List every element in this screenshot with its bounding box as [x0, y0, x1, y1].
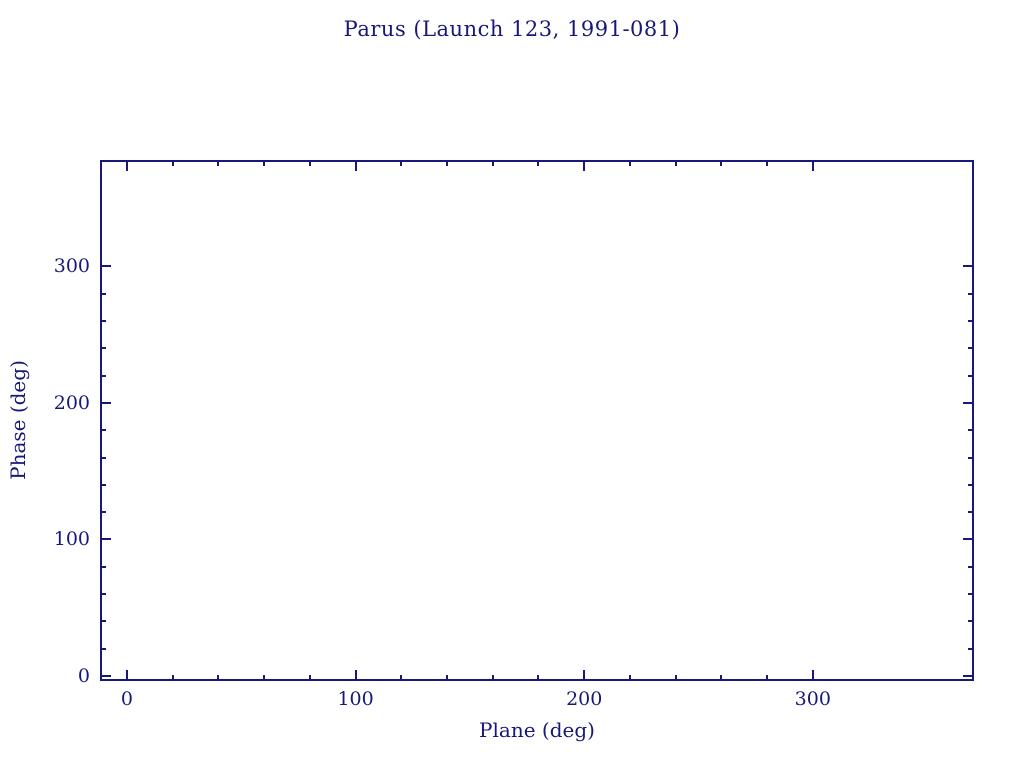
y-minor-tick — [100, 483, 106, 486]
x-major-tick-top — [125, 160, 128, 171]
x-minor-tick — [217, 675, 220, 681]
x-minor-tick — [766, 675, 769, 681]
x-major-tick-top — [583, 160, 586, 171]
x-minor-tick-top — [171, 160, 174, 166]
x-minor-tick — [308, 675, 311, 681]
x-minor-tick — [674, 675, 677, 681]
y-major-tick-right — [963, 674, 974, 677]
y-minor-tick-right — [968, 483, 974, 486]
x-major-tick — [811, 670, 814, 681]
x-minor-tick — [171, 675, 174, 681]
x-minor-tick-top — [720, 160, 723, 166]
x-minor-tick — [446, 675, 449, 681]
x-axis-tick-label: 100 — [337, 688, 374, 710]
x-minor-tick — [491, 675, 494, 681]
x-minor-tick-top — [263, 160, 266, 166]
y-minor-tick — [100, 620, 106, 623]
x-major-tick — [583, 670, 586, 681]
y-major-tick — [100, 674, 111, 677]
x-minor-tick — [628, 675, 631, 681]
x-minor-tick-top — [491, 160, 494, 166]
y-major-tick-right — [963, 265, 974, 268]
y-minor-tick-right — [968, 511, 974, 514]
y-minor-tick — [100, 374, 106, 377]
chart-title: Parus (Launch 123, 1991-081) — [343, 17, 681, 41]
y-minor-tick-right — [968, 292, 974, 295]
y-minor-tick — [100, 456, 106, 459]
y-major-tick — [100, 538, 111, 541]
y-minor-tick-right — [968, 429, 974, 432]
x-minor-tick — [720, 675, 723, 681]
x-axis-tick-label: 300 — [794, 688, 831, 710]
x-minor-tick-top — [400, 160, 403, 166]
y-minor-tick — [100, 292, 106, 295]
x-minor-tick-top — [766, 160, 769, 166]
y-minor-tick — [100, 320, 106, 323]
x-axis-title: Plane (deg) — [479, 718, 595, 742]
y-minor-tick-right — [968, 593, 974, 596]
y-minor-tick-right — [968, 565, 974, 568]
x-minor-tick-top — [674, 160, 677, 166]
x-major-tick — [125, 670, 128, 681]
x-major-tick — [354, 670, 357, 681]
y-minor-tick — [100, 593, 106, 596]
plot-frame — [100, 160, 974, 681]
y-minor-tick — [100, 429, 106, 432]
y-minor-tick-right — [968, 320, 974, 323]
x-minor-tick-top — [217, 160, 220, 166]
y-minor-tick — [100, 347, 106, 350]
y-minor-tick-right — [968, 347, 974, 350]
y-major-tick-right — [963, 401, 974, 404]
y-major-tick-right — [963, 538, 974, 541]
y-minor-tick-right — [968, 647, 974, 650]
x-minor-tick-top — [308, 160, 311, 166]
x-major-tick-top — [811, 160, 814, 171]
y-axis-title: Phase (deg) — [6, 360, 30, 480]
x-major-tick-top — [354, 160, 357, 171]
x-minor-tick — [263, 675, 266, 681]
y-minor-tick — [100, 511, 106, 514]
x-axis-tick-label: 200 — [566, 688, 603, 710]
x-minor-tick — [400, 675, 403, 681]
y-major-tick — [100, 401, 111, 404]
x-minor-tick-top — [628, 160, 631, 166]
y-minor-tick — [100, 565, 106, 568]
y-minor-tick-right — [968, 456, 974, 459]
plot-data-area — [102, 162, 972, 679]
y-axis-tick-label: 200 — [53, 391, 90, 414]
x-minor-tick-top — [537, 160, 540, 166]
y-minor-tick — [100, 647, 106, 650]
y-axis-tick-label: 300 — [53, 255, 90, 278]
y-axis-tick-label: 100 — [53, 528, 90, 551]
x-axis-tick-label: 0 — [120, 688, 134, 710]
x-minor-tick-top — [446, 160, 449, 166]
x-minor-tick — [537, 675, 540, 681]
y-axis-tick-label: 0 — [77, 664, 90, 687]
y-minor-tick-right — [968, 620, 974, 623]
y-axis-title-container: Phase (deg) — [6, 0, 34, 768]
y-minor-tick-right — [968, 374, 974, 377]
y-major-tick — [100, 265, 111, 268]
